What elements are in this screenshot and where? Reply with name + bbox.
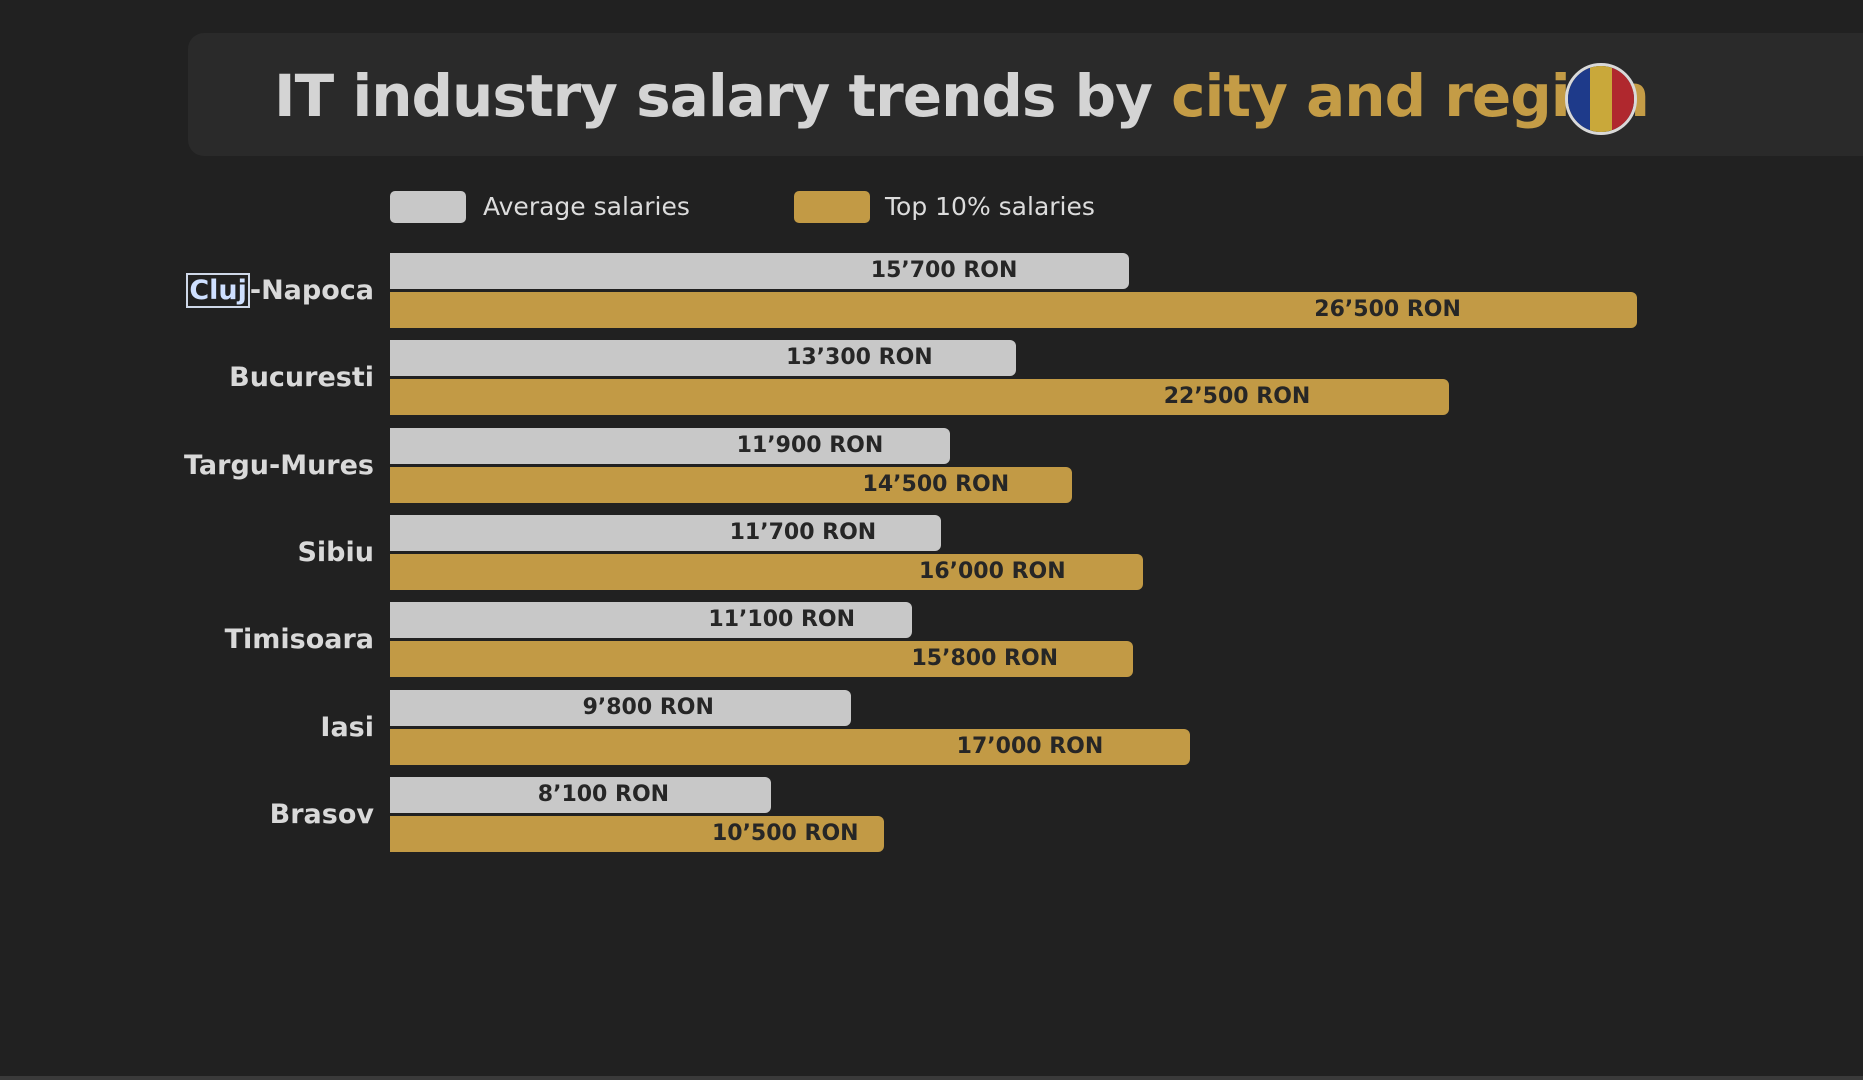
category-label: Brasov [269, 798, 374, 830]
data-label: 13’300 RON [786, 345, 933, 370]
bottom-divider [0, 1076, 1863, 1080]
data-label: 15’800 RON [911, 646, 1059, 671]
legend-swatch-top10 [794, 191, 870, 223]
bar-average [390, 777, 772, 813]
bar-average [390, 602, 913, 638]
category-label: Bucuresti [229, 361, 374, 393]
category-label: Targu-Mures [183, 449, 374, 481]
data-label: 11’100 RON [708, 607, 856, 632]
bar-top10 [390, 292, 1637, 328]
bar-average [390, 253, 1129, 289]
data-label: 10’500 RON [711, 821, 859, 846]
category-label: Cluj -Napoca [186, 272, 374, 309]
data-label: 26’500 RON [1314, 297, 1461, 322]
legend-swatch-average [390, 191, 466, 223]
bar-top10 [390, 641, 1134, 677]
data-label: 11’900 RON [736, 433, 884, 458]
category-label: Sibiu [297, 536, 374, 568]
bar-top10 [390, 816, 885, 852]
data-label: 15’700 RON [870, 258, 1018, 283]
bar-top10 [390, 467, 1073, 503]
bar-average [390, 690, 852, 726]
bar-top10 [390, 554, 1143, 590]
bar-top10 [390, 379, 1449, 415]
romania-flag-icon [1565, 63, 1637, 135]
bar-top10 [390, 729, 1190, 765]
data-label: 16’000 RON [919, 559, 1066, 584]
chart-title: IT industry salary trends by city and re… [274, 58, 1650, 134]
bar-average [390, 515, 941, 551]
legend-label-average: Average salaries [483, 192, 690, 221]
title-main: IT industry salary trends by [274, 62, 1172, 130]
bar-average [390, 340, 1016, 376]
flag-stripe-blue [1568, 66, 1590, 132]
data-label: 17’000 RON [956, 734, 1104, 759]
data-label: 14’500 RON [862, 472, 1010, 497]
legend-label-top10: Top 10% salaries [885, 192, 1095, 221]
flag-stripe-yellow [1590, 66, 1612, 132]
category-label: Timisoara [224, 623, 374, 655]
bar-average [390, 428, 950, 464]
data-label: 11’700 RON [729, 520, 877, 545]
flag-stripe-red [1612, 66, 1634, 132]
data-label: 22’500 RON [1163, 384, 1311, 409]
category-label: Iasi [320, 711, 374, 743]
data-label: 9’800 RON [582, 695, 714, 720]
data-label: 8’100 RON [537, 782, 670, 807]
